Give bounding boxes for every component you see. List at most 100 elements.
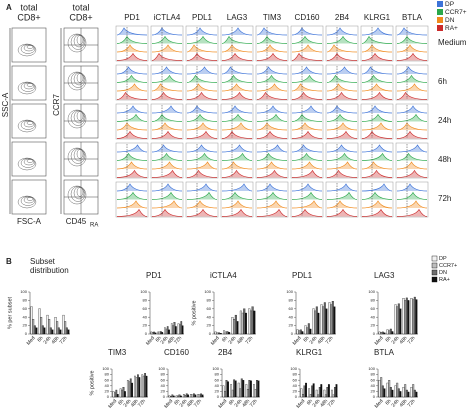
histogram-trace bbox=[396, 52, 428, 61]
bar bbox=[328, 302, 331, 335]
bar bbox=[32, 319, 35, 335]
y-tick-label: 40 bbox=[293, 383, 298, 388]
x-tick-label: Med bbox=[292, 335, 303, 346]
bar bbox=[128, 381, 131, 398]
bar bbox=[242, 380, 245, 398]
bar bbox=[62, 314, 65, 335]
bar bbox=[129, 378, 132, 398]
y-tick-label: 60 bbox=[105, 377, 110, 382]
histogram-trace bbox=[151, 130, 183, 139]
histogram-trace bbox=[186, 44, 218, 53]
y-tick-label: 60 bbox=[371, 306, 376, 311]
x-tick-label: 24h bbox=[43, 335, 53, 345]
bar bbox=[41, 325, 44, 335]
y-tick-label: 100 bbox=[212, 366, 219, 371]
bar bbox=[197, 394, 200, 398]
histogram-trace bbox=[116, 130, 148, 139]
bar bbox=[154, 332, 157, 335]
bar bbox=[48, 319, 51, 335]
x-tick-label: 72h bbox=[249, 398, 259, 408]
bar bbox=[315, 389, 318, 398]
bar bbox=[168, 395, 171, 398]
histogram-trace bbox=[151, 191, 183, 200]
bar bbox=[305, 382, 307, 398]
histogram-trace bbox=[221, 208, 253, 217]
bar bbox=[223, 330, 226, 335]
x-tick-label: 24h bbox=[309, 335, 319, 345]
histogram-trace bbox=[361, 66, 393, 75]
bar bbox=[234, 314, 237, 335]
histogram-trace bbox=[151, 52, 183, 61]
bar bbox=[218, 332, 221, 335]
x-tick-label: 48h bbox=[399, 398, 409, 408]
histogram-trace bbox=[291, 130, 323, 139]
bar bbox=[224, 391, 226, 398]
bar bbox=[114, 392, 116, 398]
legend-label: RA+ bbox=[445, 25, 458, 32]
histogram-trace bbox=[326, 113, 358, 122]
bar bbox=[244, 312, 247, 335]
histogram-trace bbox=[151, 200, 183, 209]
histogram-trace bbox=[151, 169, 183, 178]
y-tick-label: 40 bbox=[23, 314, 28, 319]
histogram-trace bbox=[256, 191, 288, 200]
histogram-trace bbox=[221, 52, 253, 61]
histogram-trace bbox=[291, 44, 323, 53]
y-tick-label: 100 bbox=[286, 289, 293, 294]
bar bbox=[43, 327, 46, 335]
bar bbox=[251, 306, 254, 335]
column-title: total bbox=[20, 2, 37, 12]
histogram-cell bbox=[220, 103, 254, 140]
x-tick-label: Med bbox=[163, 398, 174, 409]
histogram-trace bbox=[326, 130, 358, 139]
histogram-trace bbox=[186, 130, 218, 139]
histogram-trace bbox=[116, 91, 148, 100]
y-tick-label: 20 bbox=[371, 323, 376, 328]
bar bbox=[333, 306, 336, 335]
bar bbox=[396, 382, 399, 398]
contour bbox=[73, 186, 85, 200]
histogram-trace bbox=[396, 191, 428, 200]
histogram-trace bbox=[116, 208, 148, 217]
bar bbox=[402, 298, 405, 335]
x-tick-label: 72h bbox=[325, 335, 335, 345]
bar bbox=[33, 325, 36, 335]
bar bbox=[194, 394, 197, 398]
histogram-trace bbox=[326, 44, 358, 53]
chart-title: PD1 bbox=[146, 271, 162, 280]
bar bbox=[233, 379, 236, 398]
bar bbox=[307, 323, 310, 335]
bar bbox=[51, 329, 54, 335]
bar bbox=[312, 383, 315, 398]
bar bbox=[67, 329, 70, 335]
histogram-trace bbox=[186, 144, 218, 153]
y-tick-label: 100 bbox=[20, 289, 27, 294]
bar bbox=[158, 331, 161, 335]
axis-label: FSC-A bbox=[17, 217, 42, 226]
x-tick-label: 72h bbox=[244, 335, 254, 345]
contour bbox=[23, 120, 35, 128]
bar bbox=[402, 387, 405, 398]
histogram-trace bbox=[116, 52, 148, 61]
bar bbox=[144, 373, 146, 398]
bar bbox=[122, 387, 125, 398]
y-tick-label: 80 bbox=[371, 372, 376, 377]
histogram-trace bbox=[361, 105, 393, 114]
x-tick-label: 6h bbox=[221, 335, 229, 343]
legend-swatch bbox=[437, 17, 443, 23]
histogram-trace bbox=[116, 200, 148, 209]
bar bbox=[381, 331, 384, 335]
histogram-trace bbox=[256, 113, 288, 122]
histogram-trace bbox=[256, 52, 288, 61]
x-tick-label: Med bbox=[374, 398, 385, 409]
histogram-trace bbox=[116, 113, 148, 122]
bar bbox=[40, 317, 43, 335]
histogram-trace bbox=[256, 91, 288, 100]
bar bbox=[410, 387, 413, 398]
contour bbox=[17, 43, 37, 57]
histogram-trace bbox=[396, 200, 428, 209]
contour bbox=[23, 196, 35, 204]
histogram-trace bbox=[326, 74, 358, 83]
bar bbox=[383, 332, 386, 335]
contour bbox=[20, 44, 36, 54]
